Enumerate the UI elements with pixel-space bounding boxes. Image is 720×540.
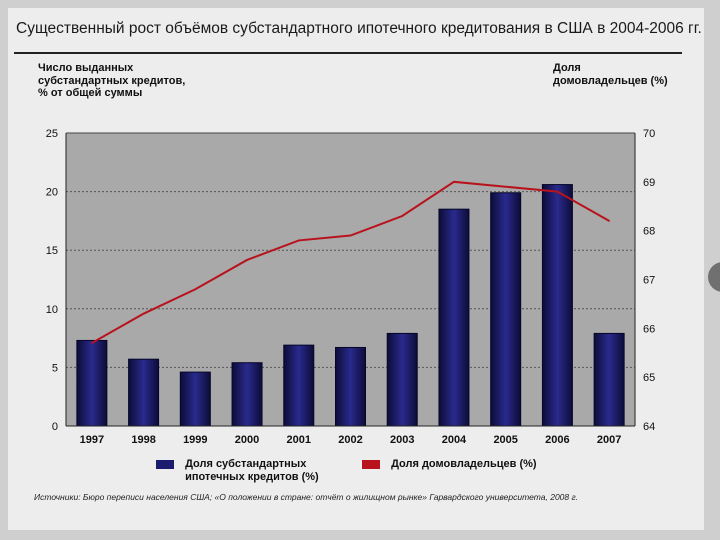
line-point-2002 (349, 234, 352, 237)
chart-title: Существенный рост объёмов субстандартног… (16, 20, 702, 37)
left-tick-label: 5 (52, 362, 58, 374)
legend-bars: Доля субстандартных ипотечных кредитов (… (156, 458, 335, 483)
line-point-2001 (297, 239, 300, 242)
line-point-2006 (556, 190, 559, 193)
x-tick-label-2003: 2003 (390, 434, 414, 446)
left-tick-label: 20 (46, 187, 58, 199)
line-point-1998 (142, 312, 145, 315)
bar-1997 (76, 339, 108, 427)
x-tick-label-1999: 1999 (183, 434, 207, 446)
x-tick-label-1998: 1998 (131, 434, 155, 446)
left-tick-label: 25 (46, 128, 58, 140)
line-point-2003 (401, 215, 404, 217)
x-tick-label-2006: 2006 (545, 434, 569, 446)
bar-1999 (179, 371, 211, 427)
bar-2002 (334, 346, 367, 427)
right-tick-label: 65 (643, 372, 655, 384)
x-tick-label-2004: 2004 (442, 434, 467, 446)
source-note: Источники: Бюро переписи населения США; … (34, 492, 579, 502)
x-tick-label-2000: 2000 (235, 434, 259, 446)
line-point-1997 (91, 342, 93, 344)
x-tick-label-2001: 2001 (287, 434, 311, 446)
bar-2000 (231, 362, 263, 427)
title-rule (14, 52, 682, 54)
right-tick-label: 66 (643, 323, 655, 335)
bar-1998 (128, 358, 160, 427)
bar-2006 (541, 184, 573, 427)
bar-2007 (593, 332, 625, 427)
line-point-2005 (504, 185, 507, 188)
line-point-2007 (608, 220, 610, 222)
line-point-2004 (453, 181, 455, 183)
legend-bar-label: Доля субстандартных ипотечных кредитов (… (185, 458, 319, 483)
bar-2003 (386, 332, 418, 427)
bar-2005 (490, 192, 522, 427)
right-tick-label: 67 (643, 275, 655, 287)
right-tick-label: 68 (643, 226, 655, 238)
bar-2001 (283, 344, 315, 427)
line-point-2000 (246, 259, 248, 261)
left-tick-label: 15 (46, 245, 58, 257)
legend-line-swatch (362, 460, 380, 469)
x-tick-label-2002: 2002 (338, 434, 362, 446)
line-point-1999 (194, 288, 197, 291)
bar-2004 (438, 208, 470, 427)
left-axis-label: Число выданных субстандартных кредитов, … (38, 62, 186, 99)
right-tick-label: 69 (643, 177, 655, 189)
left-tick-label: 0 (52, 421, 58, 433)
x-tick-label-1997: 1997 (80, 434, 104, 446)
side-scroll-handle[interactable] (708, 262, 720, 292)
right-tick-label: 64 (643, 421, 655, 433)
legend-bar-swatch (156, 460, 174, 469)
x-tick-label-2007: 2007 (597, 434, 621, 446)
legend-line: Доля домовладельцев (%) (362, 458, 537, 471)
right-tick-label: 70 (643, 128, 655, 140)
left-tick-label: 10 (46, 304, 58, 316)
x-tick-label-2005: 2005 (493, 434, 517, 446)
right-axis-label: Доля домовладельцев (%) (553, 62, 668, 87)
legend-line-label: Доля домовладельцев (%) (391, 458, 537, 470)
